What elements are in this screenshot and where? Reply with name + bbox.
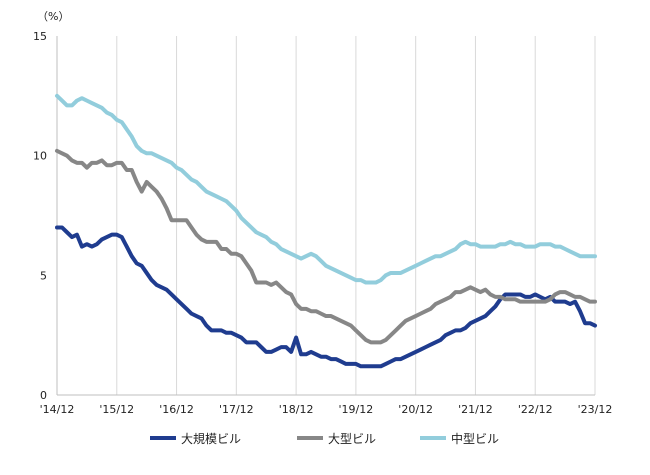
y-unit-label: （%） (37, 10, 69, 23)
x-tick-label: '15/12 (99, 403, 134, 416)
series-layer (55, 93, 597, 369)
series-line-2 (55, 93, 597, 285)
grid-layer (56, 36, 596, 395)
y-tick-label: 10 (33, 150, 47, 163)
x-tick-label: '16/12 (159, 403, 194, 416)
x-tick-label: '20/12 (398, 403, 433, 416)
series-line-1 (55, 148, 597, 345)
x-tick-label: '19/12 (339, 403, 374, 416)
x-tick-label: '17/12 (219, 403, 254, 416)
legend: 大規模ビル 大型ビル 中型ビル (150, 431, 499, 446)
x-tick-label: '22/12 (518, 403, 553, 416)
y-tick-label: 15 (33, 30, 47, 43)
legend-label-1: 大型ビル (328, 432, 376, 446)
x-tick-label: '21/12 (458, 403, 493, 416)
x-tick-label: '23/12 (578, 403, 613, 416)
series-line-0 (55, 225, 597, 369)
y-tick-label: 5 (40, 269, 47, 282)
legend-label-2: 中型ビル (451, 431, 499, 446)
x-tick-label: '18/12 (279, 403, 314, 416)
x-tick-label: '14/12 (40, 403, 75, 416)
y-tick-label: 0 (40, 389, 47, 402)
legend-label-0: 大規模ビル (181, 431, 241, 446)
